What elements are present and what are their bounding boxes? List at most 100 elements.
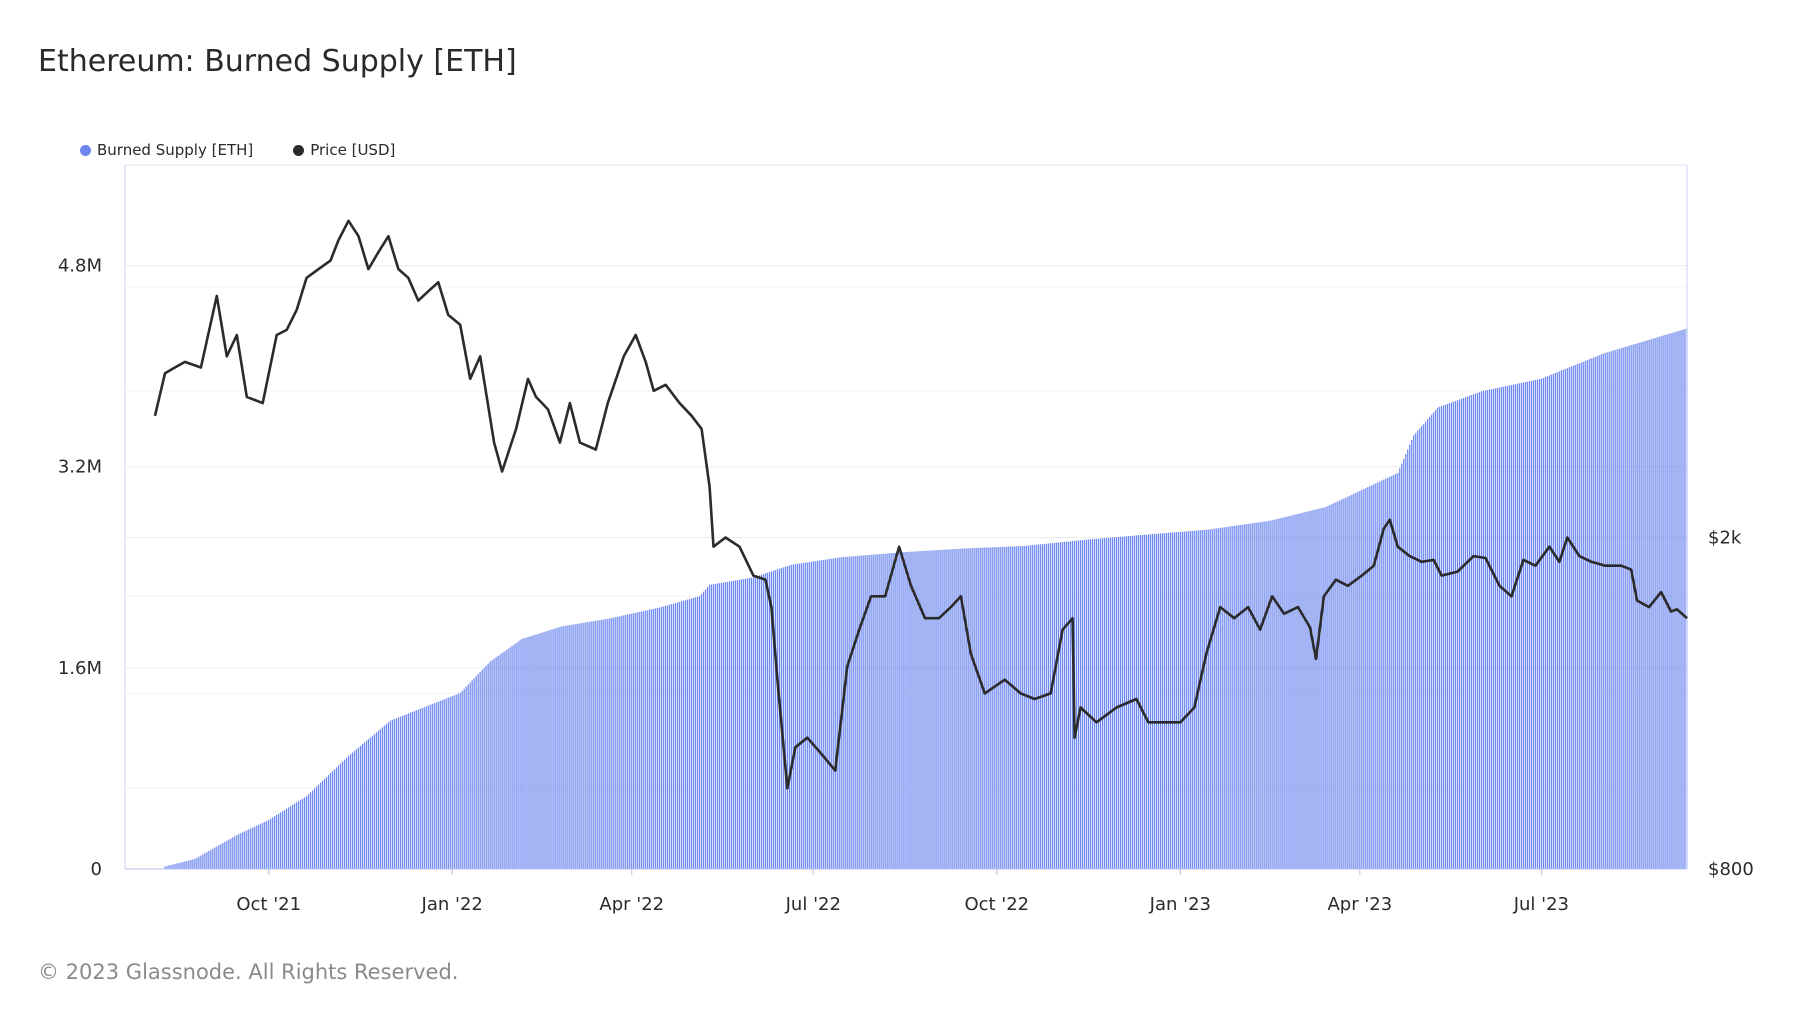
burned-supply-bar: [224, 841, 226, 869]
burned-supply-bar: [1099, 538, 1102, 869]
burned-supply-bar: [1181, 531, 1183, 869]
burned-supply-bar: [1658, 336, 1660, 869]
burned-supply-bar: [1441, 406, 1443, 869]
y-right-tick-label: $2k: [1708, 528, 1742, 549]
burned-supply-bar: [1604, 352, 1606, 870]
burned-supply-bar: [1203, 529, 1205, 869]
burned-supply-bar: [934, 550, 936, 869]
burned-supply-bar: [1556, 372, 1558, 869]
burned-supply-bar: [1028, 545, 1030, 869]
burned-supply-bar: [1588, 359, 1590, 869]
x-tick-label: Apr '23: [1327, 894, 1392, 915]
burned-supply-bar: [535, 634, 537, 869]
burned-supply-bar: [677, 602, 679, 869]
burned-supply-bar: [479, 672, 481, 869]
burned-supply-bar: [631, 613, 633, 869]
burned-supply-bar: [1363, 489, 1365, 869]
burned-supply-bar: [617, 616, 619, 869]
burned-supply-bar: [341, 761, 344, 869]
burned-supply-bar: [1451, 402, 1453, 869]
burned-supply-bar: [471, 680, 473, 869]
burned-supply-bar: [196, 857, 198, 869]
burned-supply-bar: [1488, 389, 1491, 869]
burned-supply-bar: [361, 744, 364, 869]
burned-supply-bar: [1151, 534, 1154, 869]
burned-supply-bar: [1494, 388, 1497, 869]
burned-supply-bar: [992, 547, 994, 869]
burned-supply-bar: [1674, 332, 1676, 869]
burned-supply-bar: [497, 655, 499, 869]
burned-supply-bar: [675, 602, 677, 869]
burned-supply-bar: [659, 607, 661, 869]
burned-supply-bar: [437, 701, 439, 869]
burned-supply-bar: [1103, 538, 1106, 869]
burned-supply-bar: [1570, 366, 1572, 869]
burned-supply-bar: [1277, 518, 1279, 869]
burned-supply-bar: [1576, 364, 1578, 869]
burned-supply-bar: [625, 614, 627, 869]
burned-supply-bar: [952, 549, 954, 869]
burned-supply-bar: [589, 621, 591, 869]
burned-supply-bar: [1052, 543, 1054, 869]
burned-supply-bar: [1478, 392, 1481, 869]
burned-supply-bar: [1413, 435, 1415, 869]
burned-supply-bar: [844, 556, 846, 869]
burned-supply-bar: [282, 811, 284, 869]
burned-supply-bar: [519, 640, 521, 869]
burned-supply-bar: [1207, 529, 1209, 869]
burned-supply-bar: [728, 581, 731, 869]
burned-supply-bar: [1263, 521, 1265, 869]
burned-supply-bar: [796, 563, 798, 869]
burned-supply-bar: [1153, 533, 1156, 869]
burned-supply-bar: [1209, 529, 1211, 869]
burned-supply-bar: [1470, 395, 1473, 869]
burned-supply-bar: [968, 548, 970, 869]
burned-supply-bar: [333, 769, 336, 869]
burned-supply-bar: [198, 856, 200, 869]
burned-supply-bar: [1024, 545, 1026, 869]
burned-supply-bar: [1243, 524, 1245, 869]
burned-supply-bar: [1387, 477, 1389, 869]
burned-supply-bar: [1014, 546, 1016, 869]
burned-supply-bar: [716, 583, 719, 869]
burned-supply-bar: [778, 568, 780, 869]
burned-supply-bar: [202, 854, 204, 869]
burned-supply-bar: [1095, 538, 1098, 869]
burned-supply-bar: [744, 578, 747, 869]
burned-supply-bar: [547, 630, 549, 869]
burned-supply-bar: [1339, 500, 1341, 869]
burned-supply-bar: [690, 598, 693, 869]
burned-supply-bar: [1353, 493, 1355, 869]
burned-supply-bar: [878, 554, 880, 869]
burned-supply-bar: [232, 837, 234, 869]
burned-supply-bar: [882, 553, 884, 869]
burned-supply-bar: [603, 619, 605, 869]
burned-supply-bar: [1636, 343, 1638, 869]
burned-supply-bar: [1038, 544, 1040, 869]
burned-supply-bar: [407, 713, 409, 869]
burned-supply-bar: [238, 834, 240, 869]
x-tick-label: Oct '22: [964, 894, 1029, 915]
burned-supply-bar: [994, 547, 996, 869]
burned-supply-bar: [776, 569, 778, 869]
legend-item-burned-supply[interactable]: Burned Supply [ETH]: [80, 141, 253, 159]
burned-supply-bar: [788, 565, 790, 869]
burned-supply-bar: [706, 587, 709, 869]
chart-title: Ethereum: Burned Supply [ETH]: [38, 44, 517, 79]
burned-supply-bar: [1415, 432, 1417, 869]
burned-supply-bar: [1093, 538, 1096, 869]
burned-supply-bar: [545, 631, 547, 869]
burned-supply-bar: [724, 582, 727, 869]
burned-supply-bar: [579, 623, 581, 869]
burned-supply-bar: [1311, 510, 1313, 869]
burned-supply-bar: [218, 845, 220, 869]
legend-item-price[interactable]: Price [USD]: [293, 141, 395, 159]
burned-supply-bar: [1239, 525, 1241, 869]
burned-supply-bar: [669, 604, 671, 869]
burned-supply-bar: [567, 625, 569, 869]
chart-legend: Burned Supply [ETH] Price [USD]: [80, 141, 395, 159]
burned-supply-bar: [1355, 492, 1357, 869]
burned-supply-bar: [1185, 531, 1187, 869]
burned-supply-bar: [710, 584, 713, 869]
